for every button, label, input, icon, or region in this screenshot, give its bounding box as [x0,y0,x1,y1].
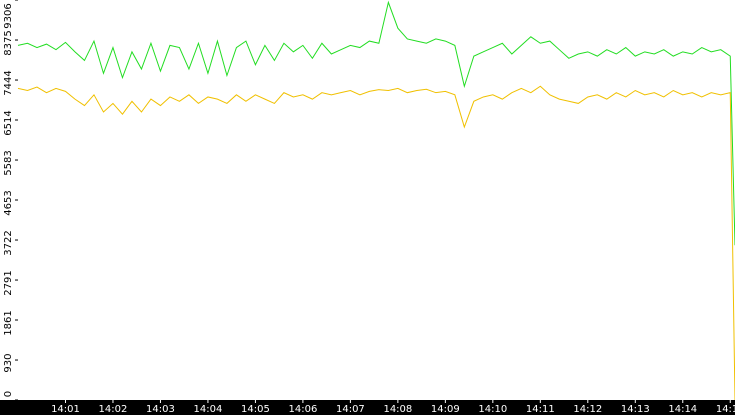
y-tick-label: 1861 [3,310,14,335]
x-tick-label: 14:08 [383,404,412,415]
x-tick-label: 14:02 [99,404,128,415]
x-tick-label: 14:10 [478,404,507,415]
y-tick-label: 9306 [3,3,14,28]
x-axis-band [0,400,735,415]
x-tick-label: 14:03 [146,404,175,415]
y-tick-label: 6514 [3,110,14,135]
series-line [17,0,735,246]
x-tick-label: 14:07 [336,404,365,415]
y-tick-label: 7444 [3,70,14,95]
x-tick-label: 14:13 [621,404,650,415]
x-tick-label: 14:05 [241,404,270,415]
x-tick-label: 14:04 [194,404,223,415]
x-tick-label: 14:14 [668,404,697,415]
x-tick-label: 14:06 [288,404,317,415]
y-tick-label: 0 [3,391,14,397]
y-tick-label: 5583 [3,150,14,175]
y-tick-label: 930 [3,353,14,372]
x-tick-label: 14:11 [526,404,555,415]
y-tick-label: 3722 [3,230,14,255]
x-tick-label: 14:15 [716,404,735,415]
series-line [17,85,735,401]
x-tick-label: 14:01 [51,404,80,415]
y-tick-label: 2791 [3,270,14,295]
y-tick-label: 8375 [3,30,14,55]
x-tick-label: 14:09 [431,404,460,415]
y-tick-label: 4653 [3,190,14,215]
x-tick-label: 14:12 [573,404,602,415]
